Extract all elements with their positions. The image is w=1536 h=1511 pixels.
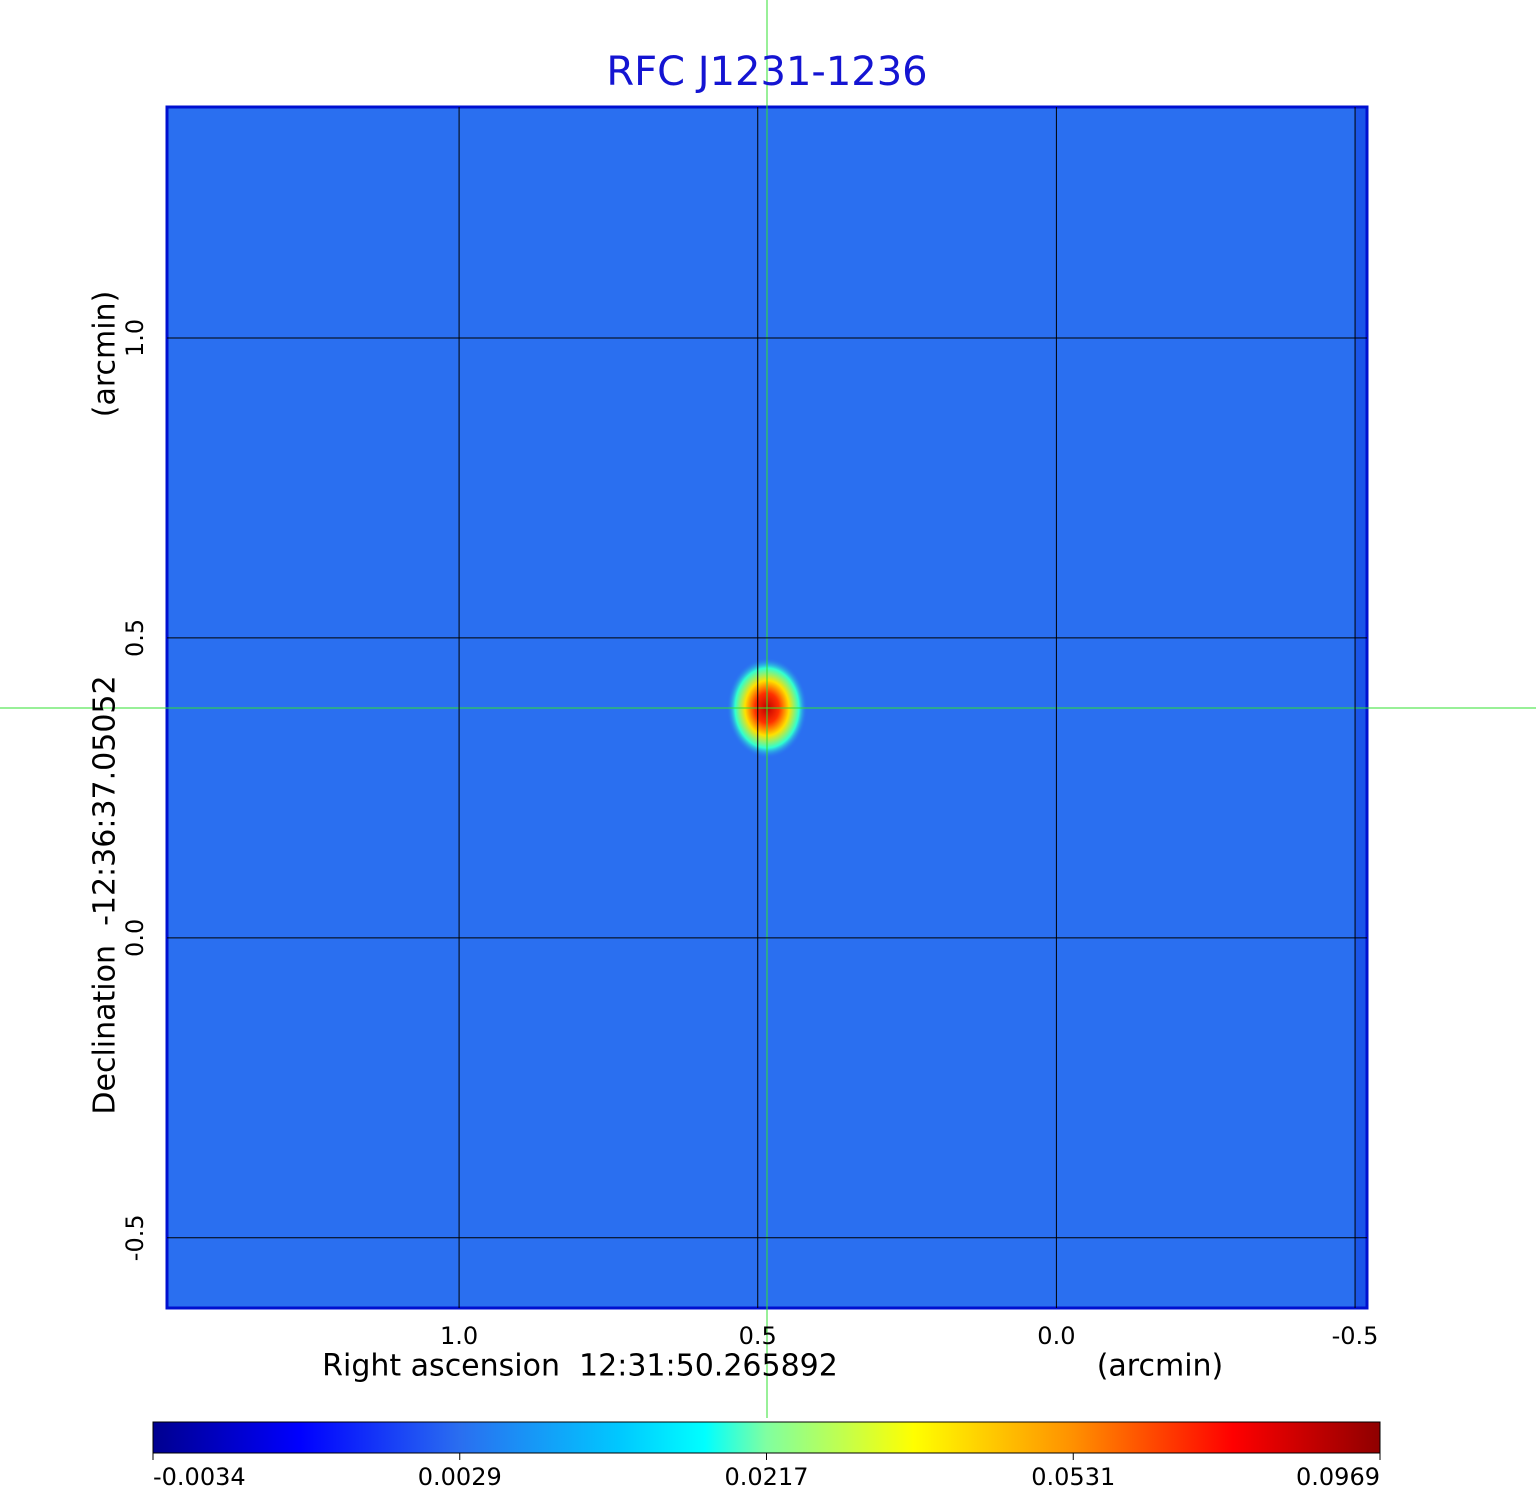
y-tick-label: 0.5 <box>121 619 149 657</box>
x-tick-label: 0.5 <box>739 1322 777 1350</box>
y-axis-unit: (arcmin) <box>88 291 123 418</box>
colorbar-tick-label: 0.0531 <box>1031 1463 1115 1491</box>
colorbar-tick-label: 0.0969 <box>1296 1463 1380 1491</box>
x-tick-label: -0.5 <box>1332 1322 1379 1350</box>
y-tick-label: 1.0 <box>121 319 149 357</box>
y-axis-label: Declination -12:36:37.05052 <box>88 675 123 1114</box>
chart-title: RFC J1231-1236 <box>606 49 927 95</box>
colorbar-tick-label: 0.0029 <box>418 1463 502 1491</box>
x-axis-label: Right ascension 12:31:50.265892 <box>322 1349 838 1384</box>
colorbar-tick-label: 0.0217 <box>725 1463 809 1491</box>
colorbar <box>152 1421 1381 1454</box>
colorbar-tick-label: -0.0034 <box>153 1463 246 1491</box>
x-tick-label: 1.0 <box>440 1322 478 1350</box>
y-tick-label: -0.5 <box>121 1214 149 1261</box>
y-tick-label: 0.0 <box>121 919 149 957</box>
x-axis-unit: (arcmin) <box>1097 1349 1224 1384</box>
x-tick-label: 0.0 <box>1037 1322 1075 1350</box>
